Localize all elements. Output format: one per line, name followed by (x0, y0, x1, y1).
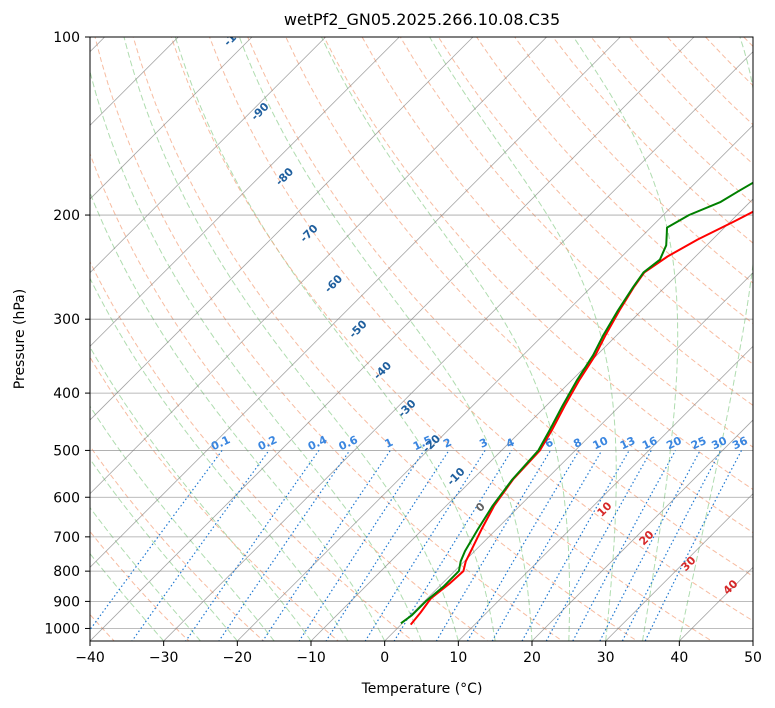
y-tick-label: 300 (53, 312, 80, 328)
mixing-ratio-line (90, 450, 223, 631)
x-tick-label: −10 (296, 650, 326, 666)
isotherms (90, 37, 753, 641)
mixing-ratio-label: 16 (640, 434, 660, 452)
dry-adiabat-line (476, 37, 753, 325)
x-tick-label: 0 (380, 650, 389, 666)
dry-adiabat-line (90, 356, 339, 641)
x-tick-label: 10 (449, 650, 467, 666)
mixing-ratio-line (466, 450, 580, 641)
dry-adiabat-line (94, 37, 564, 641)
moist-adiabat-line (90, 277, 349, 641)
x-tick-label: −20 (223, 650, 253, 666)
y-tick-label: 700 (53, 530, 80, 546)
isotherm-line (90, 37, 253, 200)
moist-adiabat-line (123, 37, 459, 641)
moist-adiabat-line (321, 37, 571, 641)
mixing-ratio-line (644, 450, 743, 641)
mixing-ratio-label: 30 (710, 434, 730, 452)
x-tick-label: 30 (597, 650, 615, 666)
isotherm-line (310, 198, 753, 641)
moist-adiabat-line (573, 37, 679, 641)
y-tick-label: 200 (53, 208, 80, 224)
isotherm-line (90, 37, 326, 274)
x-tick-label: 50 (744, 650, 762, 666)
isotherm-line (90, 37, 474, 421)
y-tick-label: 800 (53, 564, 80, 580)
y-tick-label: 600 (53, 490, 80, 506)
moist-adiabat-line (90, 69, 422, 641)
isotherm-line (384, 272, 753, 641)
y-axis-label: Pressure (hPa) (12, 289, 28, 389)
mixing-ratio-line (572, 450, 677, 641)
dry-adiabat-label: -100 (221, 20, 250, 49)
dry-adiabat-line (323, 37, 753, 491)
plot-area: 0.10.20.40.611.52346810131620253036-100-… (90, 20, 753, 641)
plot-frame (89, 36, 754, 642)
mixing-ratio-line (131, 450, 270, 641)
mixing-ratio-line (262, 450, 391, 641)
dry-adiabat-line (132, 37, 638, 641)
moist-adiabat-line (678, 37, 753, 641)
moist-adiabats (90, 37, 753, 641)
x-tick-label: −30 (149, 650, 179, 666)
mixing-ratio-label: 20 (664, 434, 684, 452)
moist-adiabat-line (90, 405, 275, 641)
dry-adiabat-line (209, 37, 753, 622)
isotherm-line (531, 419, 753, 641)
isotherm-line (458, 345, 753, 641)
isotherm-line (90, 37, 400, 347)
y-tick-label: 1000 (44, 621, 80, 637)
x-tick-label: −40 (75, 650, 105, 666)
isotherm-line (237, 124, 753, 641)
y-axis-ticks: 100 200 300 400 500 600 700 800 900 1000 (44, 30, 90, 637)
isotherm-line (90, 37, 621, 568)
mixing-ratio-line (218, 450, 351, 641)
x-axis-label: Temperature (°C) (361, 681, 483, 697)
dry-adiabat-line (285, 37, 753, 534)
moist-adiabat-line (90, 191, 386, 641)
moist-adiabat-line (90, 552, 165, 641)
dry-adiabat-line (361, 37, 753, 448)
x-tick-label: 20 (523, 650, 541, 666)
moist-adiabat-line (90, 458, 238, 641)
y-tick-label: 400 (53, 386, 80, 402)
mixing-ratio-line (298, 450, 425, 641)
mixing-ratio-line (435, 450, 552, 641)
moist-adiabat-line (90, 506, 201, 641)
moist-adiabat-line (429, 37, 617, 641)
mixing-ratio-line (491, 450, 603, 641)
isotherm-line (90, 37, 547, 495)
sounding-series (400, 181, 753, 626)
mixing-ratio-line (185, 450, 320, 641)
x-axis-ticks: −40 −30 −20 −10 0 10 20 30 40 50 (75, 641, 762, 666)
y-tick-label: 900 (53, 594, 80, 610)
isotherm-line (605, 493, 753, 641)
mixing-ratio-label: 10 (591, 434, 611, 452)
isotherm-line (90, 37, 695, 641)
moist-adiabat-line (174, 37, 496, 641)
dry-adiabat-line (90, 260, 414, 641)
y-tick-label: 100 (53, 30, 80, 46)
temperature-line (409, 210, 753, 626)
dry-adiabat-line (90, 530, 190, 641)
dewpoint-line (400, 181, 753, 625)
mixing-ratio-label: 25 (689, 434, 708, 452)
mixing-ratio-label: 13 (618, 434, 637, 452)
mixing-ratio-label: 36 (730, 434, 750, 452)
x-tick-label: 40 (670, 650, 688, 666)
y-tick-label: 500 (53, 443, 80, 459)
dry-adiabat-line (247, 37, 753, 577)
moist-adiabat-line (90, 346, 312, 641)
mixing-ratio-line (393, 450, 513, 641)
chart-title: wetPf2_GN05.2025.266.10.08.C35 (284, 10, 560, 30)
isotherm-line (163, 51, 753, 641)
mixing-ratio-line (325, 450, 450, 641)
dry-adiabat-line (90, 152, 489, 641)
dry-adiabat-line (437, 37, 753, 365)
mixing-ratio-lines (90, 450, 743, 641)
mixing-ratio-line (364, 450, 486, 641)
moist-adiabat-line (238, 37, 533, 641)
